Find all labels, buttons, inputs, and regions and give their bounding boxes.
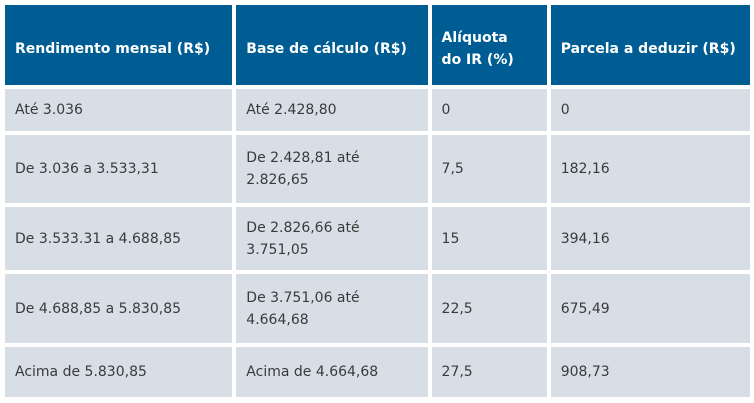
header-cell: Alíquota do IR (%)	[431, 5, 547, 85]
table-cell: 394,16	[550, 207, 750, 270]
table-row: Até 3.036 Até 2.428,80 0 0	[5, 89, 750, 131]
table-cell: De 3.751,06 até 4.664,68	[236, 274, 428, 343]
table-cell: 7,5	[431, 135, 547, 203]
table-row: De 3.036 a 3.533,31 De 2.428,81 até 2.826…	[5, 135, 750, 203]
table-cell: De 3.533.31 a 4.688,85	[5, 207, 233, 270]
table-cell: Acima de 4.664,68	[236, 347, 428, 397]
header-row: Rendimento mensal (R$) Base de cálculo (…	[5, 5, 750, 85]
table-cell: De 3.036 a 3.533,31	[5, 135, 233, 203]
table-cell: 22,5	[431, 274, 547, 343]
header-cell: Rendimento mensal (R$)	[5, 5, 233, 85]
table-cell: De 2.428,81 até 2.826,65	[236, 135, 428, 203]
table-cell: De 4.688,85 a 5.830,85	[5, 274, 233, 343]
table-cell: 908,73	[550, 347, 750, 397]
header-cell: Parcela a deduzir (R$)	[550, 5, 750, 85]
table-row: De 4.688,85 a 5.830,85 De 3.751,06 até 4.…	[5, 274, 750, 343]
header-cell: Base de cálculo (R$)	[236, 5, 428, 85]
table-cell: 15	[431, 207, 547, 270]
table-header: Rendimento mensal (R$) Base de cálculo (…	[5, 5, 750, 85]
table-cell: De 2.826,66 até 3.751,05	[236, 207, 428, 270]
table-row: De 3.533.31 a 4.688,85 De 2.826,66 até 3.…	[5, 207, 750, 270]
table-body: Até 3.036 Até 2.428,80 0 0 De 3.036 a 3.533,…	[5, 89, 750, 397]
table-cell: Até 2.428,80	[236, 89, 428, 131]
table-cell: 675,49	[550, 274, 750, 343]
table-cell: 27,5	[431, 347, 547, 397]
table-row: Acima de 5.830,85 Acima de 4.664,68 27,5 90…	[5, 347, 750, 397]
table-cell: 182,16	[550, 135, 750, 203]
table-cell: Até 3.036	[5, 89, 233, 131]
table-cell: 0	[550, 89, 750, 131]
table-cell: Acima de 5.830,85	[5, 347, 233, 397]
table-cell: 0	[431, 89, 547, 131]
